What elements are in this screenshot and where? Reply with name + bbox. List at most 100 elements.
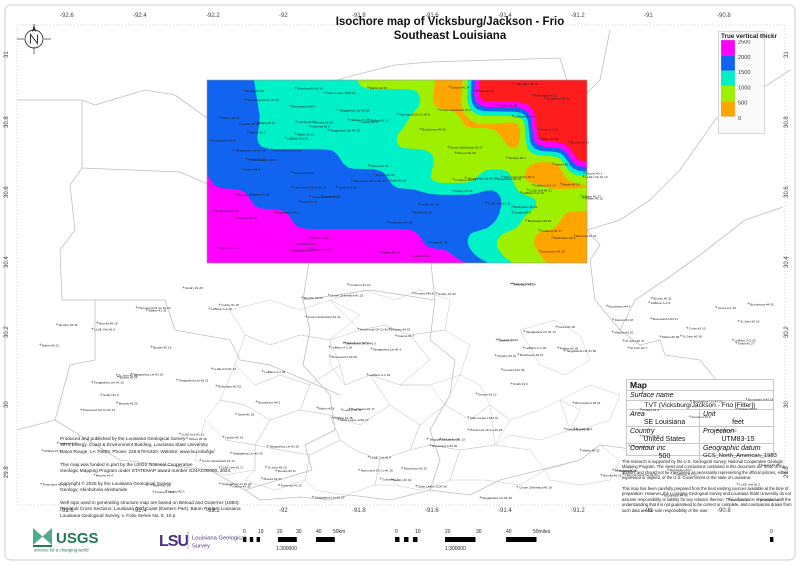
svg-text:Jones A-1 23: Jones A-1 23 (338, 186, 356, 190)
svg-text:Robichaux #2 22: Robichaux #2 22 (534, 93, 557, 97)
svg-text:Robichaux #2 32: Robichaux #2 32 (218, 384, 241, 388)
svg-text:Tangipahoa Lbr #1 39: Tangipahoa Lbr #1 39 (233, 452, 263, 456)
svg-text:LL&E Unit #1 2: LL&E Unit #1 2 (739, 483, 760, 487)
svg-text:Broussard A #3 19: Broussard A #3 19 (748, 398, 774, 402)
svg-text:Brooks #2 37: Brooks #2 37 (264, 477, 283, 481)
svg-text:Murphy #3 31: Murphy #3 31 (497, 354, 516, 358)
svg-text:Tangipahoa Lbr #1 20: Tangipahoa Lbr #1 20 (269, 445, 299, 449)
svg-text:LeBlanc A-2 9: LeBlanc A-2 9 (651, 301, 671, 305)
svg-text:Hammond Oil Co #1 9: Hammond Oil Co #1 9 (504, 175, 535, 179)
svg-text:Landry #2 1: Landry #2 1 (731, 498, 748, 502)
svg-text:LeBlanc A-2 10: LeBlanc A-2 10 (523, 191, 544, 195)
svg-text:LeBlanc A-2 30: LeBlanc A-2 30 (735, 339, 756, 343)
svg-text:Brooks #2 4: Brooks #2 4 (576, 427, 593, 431)
svg-text:Brooks #2 19: Brooks #2 19 (99, 321, 118, 325)
svg-text:Fontenot #1 39: Fontenot #1 39 (504, 368, 525, 372)
svg-text:Hammond Oil Co #1 18: Hammond Oil Co #1 18 (294, 186, 327, 190)
svg-text:Landry #2 35: Landry #2 35 (421, 203, 439, 207)
svg-text:Curtis #1 10: Curtis #1 10 (413, 254, 430, 258)
svg-text:Landry #2 15: Landry #2 15 (225, 435, 243, 439)
svg-text:Hammond Oil Co #1 5: Hammond Oil Co #1 5 (399, 113, 430, 117)
svg-text:Crown Zellerbach #1 14: Crown Zellerbach #1 14 (202, 459, 235, 463)
svg-text:Phillips #1 37: Phillips #1 37 (257, 121, 276, 125)
svg-text:Boudreaux #4 40: Boudreaux #4 40 (664, 494, 688, 498)
svg-text:Martin #2 4: Martin #2 4 (250, 130, 266, 134)
svg-text:Hebert #3 34: Hebert #3 34 (370, 164, 388, 168)
svg-text:Robichaux #2 32: Robichaux #2 32 (404, 467, 427, 471)
svg-text:Fontenot #1 20: Fontenot #1 20 (281, 484, 302, 488)
svg-text:Murphy #3 22: Murphy #3 22 (514, 282, 533, 286)
svg-text:Fontenot #1 17: Fontenot #1 17 (541, 229, 562, 233)
svg-text:Fontenot #1 9: Fontenot #1 9 (311, 125, 330, 129)
svg-text:Robichaux #2 30: Robichaux #2 30 (389, 221, 412, 225)
svg-text:Martin #2 36: Martin #2 36 (370, 86, 387, 90)
svg-text:Smith #1 26: Smith #1 26 (431, 241, 448, 245)
svg-text:Tangipahoa Lbr #1 10: Tangipahoa Lbr #1 10 (429, 438, 459, 442)
svg-text:Guidry #1 20: Guidry #1 20 (221, 303, 239, 307)
svg-text:St John #2 38: St John #2 38 (683, 335, 702, 339)
svg-text:Tangipahoa Lbr #1 22: Tangipahoa Lbr #1 22 (315, 496, 345, 500)
svg-text:Fontenot #1 6: Fontenot #1 6 (415, 292, 434, 296)
svg-text:Martin #2 12: Martin #2 12 (248, 158, 265, 162)
svg-text:Broussard A #3 8: Broussard A #3 8 (212, 139, 236, 143)
svg-text:St John #2 29: St John #2 29 (268, 466, 287, 470)
svg-text:Brooks #2 33: Brooks #2 33 (298, 242, 317, 246)
svg-text:LeBlanc A-2 12: LeBlanc A-2 12 (676, 473, 697, 477)
svg-text:Crown Zellerbach #1 2: Crown Zellerbach #1 2 (440, 108, 471, 112)
svg-text:Guidry #1 25: Guidry #1 25 (311, 236, 329, 240)
svg-text:Doucet #1 18: Doucet #1 18 (615, 318, 634, 322)
svg-text:Martin #2 8: Martin #2 8 (319, 407, 335, 411)
svg-text:Tangipahoa Lbr #1 29: Tangipahoa Lbr #1 29 (339, 109, 369, 113)
svg-text:Hammond Oil Co #1 30: Hammond Oil Co #1 30 (361, 469, 394, 473)
svg-text:Boudreaux #4 35: Boudreaux #4 35 (750, 302, 774, 306)
svg-text:State Lease 1234 20: State Lease 1234 20 (273, 148, 302, 152)
svg-text:Hebert #3 35: Hebert #3 35 (382, 251, 400, 255)
svg-text:Broussard A #3 36: Broussard A #3 36 (432, 444, 458, 448)
svg-text:Broussard A #3 2: Broussard A #3 2 (291, 249, 315, 253)
svg-text:Hammond Oil Co #1 25: Hammond Oil Co #1 25 (354, 179, 387, 183)
svg-text:Doucet #1 24: Doucet #1 24 (238, 193, 257, 197)
svg-text:LeBlanc A-2 30: LeBlanc A-2 30 (525, 346, 546, 350)
svg-text:Tangipahoa Lbr #1 21: Tangipahoa Lbr #1 21 (179, 379, 209, 383)
svg-text:Robichaux #2 16: Robichaux #2 16 (514, 205, 537, 209)
svg-text:Landry #2 3: Landry #2 3 (168, 490, 185, 494)
svg-text:Crown Zellerbach #1 27: Crown Zellerbach #1 27 (450, 146, 483, 150)
svg-text:LeBlanc A-2 16: LeBlanc A-2 16 (287, 136, 308, 140)
svg-text:Doucet #1 25: Doucet #1 25 (761, 463, 780, 467)
svg-text:Guidry #1 3: Guidry #1 3 (103, 393, 119, 397)
svg-text:Broussard A #3 31: Broussard A #3 31 (575, 401, 601, 405)
svg-text:State Lease 1234 28: State Lease 1234 28 (418, 485, 447, 489)
svg-text:Smith #1 35: Smith #1 35 (238, 413, 255, 417)
svg-text:Brooks #2 16: Brooks #2 16 (153, 346, 172, 350)
svg-text:Doucet #1 39: Doucet #1 39 (376, 173, 395, 177)
svg-text:Phillips #1 5: Phillips #1 5 (643, 408, 660, 412)
svg-text:Fontenot #1 6: Fontenot #1 6 (692, 415, 711, 419)
svg-text:LL&E Unit #1 17: LL&E Unit #1 17 (221, 466, 244, 470)
svg-text:Hebert #3 31: Hebert #3 31 (222, 116, 240, 120)
svg-text:Boudreaux #4 4: Boudreaux #4 4 (609, 304, 631, 308)
svg-text:Hammond Oil Co #1 37: Hammond Oil Co #1 37 (360, 327, 393, 331)
svg-text:Boudreaux #4 17: Boudreaux #4 17 (351, 407, 375, 411)
svg-text:Phillips #1 38: Phillips #1 38 (499, 104, 518, 108)
svg-text:LeBlanc A-2 20: LeBlanc A-2 20 (264, 370, 285, 374)
svg-text:Guidry #1 19: Guidry #1 19 (500, 338, 518, 342)
svg-text:State Lease 1234 27: State Lease 1234 27 (340, 418, 369, 422)
svg-text:Broussard A #3 30: Broussard A #3 30 (332, 355, 358, 359)
svg-text:Guidry #1 14: Guidry #1 14 (219, 246, 237, 250)
svg-text:Fontenot #1 21: Fontenot #1 21 (576, 234, 597, 238)
svg-text:Boudreaux #4 3: Boudreaux #4 3 (258, 400, 280, 404)
svg-text:LL&E Unit #1 14: LL&E Unit #1 14 (585, 175, 608, 179)
svg-text:Martin #2 38: Martin #2 38 (662, 335, 679, 339)
svg-text:Tangipahoa Lbr #1 6: Tangipahoa Lbr #1 6 (373, 347, 401, 351)
svg-text:Smith #1 27: Smith #1 27 (301, 200, 318, 204)
svg-text:Walker #1 22: Walker #1 22 (540, 137, 558, 141)
svg-text:LL&E Unit #1 23: LL&E Unit #1 23 (214, 367, 237, 371)
svg-text:LL&E Unit #1 8: LL&E Unit #1 8 (370, 456, 391, 460)
svg-text:Tangipahoa Lbr #1 12: Tangipahoa Lbr #1 12 (526, 330, 556, 334)
svg-text:Walker #1 32: Walker #1 32 (148, 309, 166, 313)
svg-text:Hammond Oil Co #1 31: Hammond Oil Co #1 31 (83, 408, 116, 412)
svg-text:Smith #1 20: Smith #1 20 (390, 179, 407, 183)
svg-text:Crown Zellerbach #1 19: Crown Zellerbach #1 19 (519, 486, 552, 490)
svg-text:Broussard A #3 15: Broussard A #3 15 (298, 87, 324, 91)
svg-text:Boudreaux #4 39: Boudreaux #4 39 (541, 249, 565, 253)
